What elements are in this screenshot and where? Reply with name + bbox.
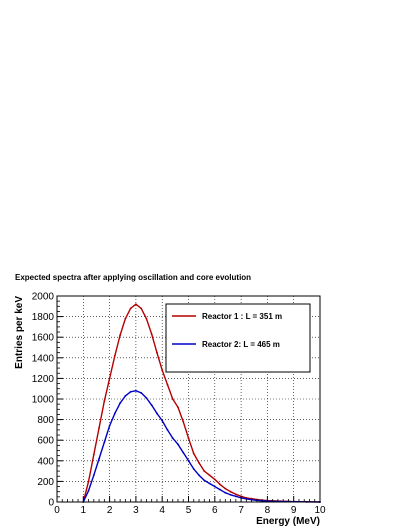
- series-line-1: [82, 303, 321, 503]
- series-1-point: [103, 400, 106, 402]
- x-tick-label: 4: [159, 505, 165, 516]
- series-1-point: [156, 351, 158, 354]
- x-tick-label: 3: [133, 505, 139, 516]
- y-axis-title: Entries per keV: [14, 296, 25, 369]
- series-1-point: [150, 333, 153, 336]
- series-2-point: [145, 397, 148, 399]
- x-tick-label: 10: [314, 505, 326, 516]
- series-2-point: [98, 457, 100, 460]
- series-1-point: [198, 461, 200, 464]
- y-tick-label: 400: [37, 456, 54, 467]
- series-1-point: [229, 490, 232, 493]
- series-2-point: [213, 485, 216, 488]
- series-2-point: [150, 404, 153, 407]
- x-tick-label: 1: [81, 505, 87, 516]
- series-1-point: [203, 470, 206, 472]
- x-tick-label: 6: [212, 505, 218, 516]
- series-2-point: [135, 389, 137, 392]
- series-2-point: [92, 474, 95, 477]
- series-1-point: [87, 480, 90, 483]
- series-1-point: [108, 377, 111, 380]
- series-2-point: [156, 412, 158, 415]
- series-1-point: [171, 398, 174, 400]
- series-1-point: [124, 317, 127, 320]
- series-2-point: [140, 391, 143, 394]
- series-2-point: [87, 489, 90, 492]
- series-2-point: [182, 451, 185, 454]
- series-1-point: [208, 474, 211, 477]
- y-tick-label: 1600: [32, 333, 55, 344]
- series-1-point: [224, 487, 227, 490]
- series-2-point: [119, 402, 122, 405]
- series-2-point: [113, 412, 116, 415]
- x-tick-label: 0: [54, 505, 60, 516]
- series-2-point: [124, 395, 127, 397]
- series-layer: [82, 303, 321, 503]
- y-tick-label: 1400: [32, 353, 55, 364]
- y-tick-label: 1200: [32, 374, 55, 385]
- series-1-point: [219, 483, 221, 486]
- series-2-point: [245, 498, 248, 500]
- series-1-point: [98, 426, 100, 429]
- x-tick-label: 5: [186, 505, 192, 516]
- x-tick-label: 9: [291, 505, 297, 516]
- series-1-point: [135, 303, 137, 306]
- series-1-point: [187, 437, 190, 440]
- y-ticks: 0 200 400 600 800 1000 1200 1400 1600 1800 2000: [32, 292, 63, 509]
- series-1-point: [234, 493, 237, 496]
- y-tick-label: 1800: [32, 312, 55, 323]
- x-tick-label: 8: [265, 505, 271, 516]
- y-tick-label: 2000: [32, 292, 55, 303]
- series-2-point: [224, 491, 227, 494]
- series-1-point: [129, 307, 132, 310]
- series-2-point: [161, 419, 164, 422]
- series-2-point: [234, 495, 237, 498]
- series-1-point: [182, 420, 185, 423]
- y-tick-label: 800: [37, 415, 54, 426]
- y-tick-label: 0: [48, 498, 54, 509]
- series-2-point: [108, 424, 111, 427]
- series-2-point: [219, 488, 221, 491]
- x-axis-title: Energy (MeV): [256, 516, 320, 527]
- y-tick-label: 600: [37, 436, 54, 447]
- legend-label-reactor-1: Reactor 1 : L = 351 m: [202, 312, 282, 321]
- y-tick-label: 1000: [32, 395, 55, 406]
- series-1-point: [177, 406, 179, 409]
- series-2-point: [198, 474, 200, 477]
- series-2-point: [208, 482, 211, 485]
- series-1-point: [113, 354, 116, 357]
- x-tick-label: 7: [238, 505, 244, 516]
- x-tick-label: 2: [107, 505, 113, 516]
- series-1-point: [145, 317, 148, 320]
- series-2-point: [177, 443, 179, 446]
- series-2-point: [103, 441, 106, 444]
- legend: Reactor 1 : L = 351 m Reactor 2: L = 465…: [165, 303, 311, 373]
- series-1-point: [119, 334, 122, 337]
- series-2-point: [203, 479, 206, 482]
- series-2-point: [187, 459, 190, 462]
- series-1-point: [213, 478, 216, 481]
- y-tick-label: 200: [37, 477, 54, 488]
- series-1-point: [166, 383, 169, 386]
- series-2-point: [129, 390, 132, 393]
- series-line-2: [82, 390, 321, 503]
- series-2-point: [192, 468, 195, 470]
- series-1-point: [92, 453, 95, 456]
- series-2-point: [171, 437, 174, 440]
- legend-label-reactor-2: Reactor 2: L = 465 m: [202, 340, 280, 349]
- x-ticks: 0 1 2 3 4 5 6 7 8 9 10: [54, 496, 326, 516]
- series-1-point: [161, 369, 164, 372]
- series-1-point: [140, 307, 143, 310]
- series-2-point: [166, 429, 169, 431]
- series-2-point: [229, 493, 232, 496]
- series-1-point: [192, 452, 195, 455]
- chart-title: Expected spectra after applying oscillat…: [15, 273, 251, 282]
